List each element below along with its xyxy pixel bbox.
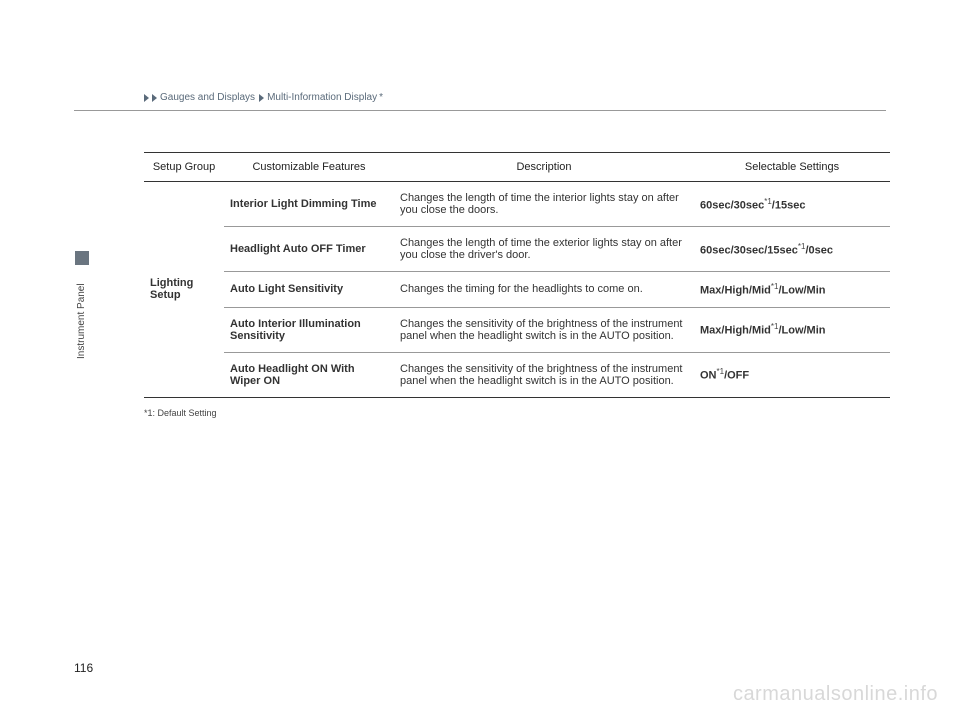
cell-settings: ON*1/OFF — [694, 352, 890, 397]
watermark: carmanualsonline.info — [733, 683, 938, 706]
settings-pre: 60sec/30sec — [700, 199, 764, 211]
cell-feature: Auto Interior Illumination Sensitivity — [224, 307, 394, 352]
table-row: Auto Interior Illumination Sensitivity C… — [144, 307, 890, 352]
settings-sup: *1 — [764, 197, 772, 206]
settings-post: /Low/Min — [778, 285, 825, 297]
cell-settings: 60sec/30sec*1/15sec — [694, 182, 890, 227]
table-row: Lighting Setup Interior Light Dimming Ti… — [144, 182, 890, 227]
manual-page: Gauges and Displays Multi-Information Di… — [0, 0, 960, 722]
table-row: Auto Headlight ON With Wiper ON Changes … — [144, 352, 890, 397]
cell-settings: Max/High/Mid*1/Low/Min — [694, 272, 890, 308]
cell-settings: Max/High/Mid*1/Low/Min — [694, 307, 890, 352]
cell-desc: Changes the sensitivity of the brightnes… — [394, 352, 694, 397]
settings-pre: Max/High/Mid — [700, 325, 771, 337]
settings-post: /15sec — [772, 199, 806, 211]
cell-desc: Changes the length of time the interior … — [394, 182, 694, 227]
col-header-desc: Description — [394, 153, 694, 182]
breadcrumb-asterisk: * — [379, 92, 383, 103]
col-header-settings: Selectable Settings — [694, 153, 890, 182]
chevron-right-icon — [152, 94, 157, 102]
settings-post: /OFF — [724, 370, 749, 382]
footnote: *1: Default Setting — [144, 408, 890, 418]
table-header-row: Setup Group Customizable Features Descri… — [144, 153, 890, 182]
settings-sup: *1 — [717, 367, 725, 376]
chevron-right-icon — [144, 94, 149, 102]
cell-feature: Auto Light Sensitivity — [224, 272, 394, 308]
table-row: Headlight Auto OFF Timer Changes the len… — [144, 227, 890, 272]
col-header-group: Setup Group — [144, 153, 224, 182]
section-tab-icon — [75, 251, 89, 265]
cell-desc: Changes the sensitivity of the brightnes… — [394, 307, 694, 352]
cell-desc: Changes the timing for the headlights to… — [394, 272, 694, 308]
settings-post: /0sec — [805, 244, 833, 256]
breadcrumb: Gauges and Displays Multi-Information Di… — [144, 92, 886, 103]
table-row: Auto Light Sensitivity Changes the timin… — [144, 272, 890, 308]
cell-feature: Headlight Auto OFF Timer — [224, 227, 394, 272]
cell-feature: Interior Light Dimming Time — [224, 182, 394, 227]
content-area: Setup Group Customizable Features Descri… — [144, 152, 890, 418]
page-number: 116 — [74, 661, 93, 675]
settings-post: /Low/Min — [778, 325, 825, 337]
settings-pre: 60sec/30sec/15sec — [700, 244, 798, 256]
divider — [74, 110, 886, 111]
chevron-right-icon — [259, 94, 264, 102]
cell-settings: 60sec/30sec/15sec*1/0sec — [694, 227, 890, 272]
breadcrumb-seg: Multi-Information Display — [267, 92, 377, 103]
cell-group: Lighting Setup — [144, 182, 224, 398]
cell-feature: Auto Headlight ON With Wiper ON — [224, 352, 394, 397]
section-label: Instrument Panel — [76, 283, 87, 359]
cell-desc: Changes the length of time the exterior … — [394, 227, 694, 272]
settings-pre: Max/High/Mid — [700, 285, 771, 297]
settings-table: Setup Group Customizable Features Descri… — [144, 152, 890, 398]
breadcrumb-seg: Gauges and Displays — [160, 92, 255, 103]
col-header-feature: Customizable Features — [224, 153, 394, 182]
settings-pre: ON — [700, 370, 717, 382]
